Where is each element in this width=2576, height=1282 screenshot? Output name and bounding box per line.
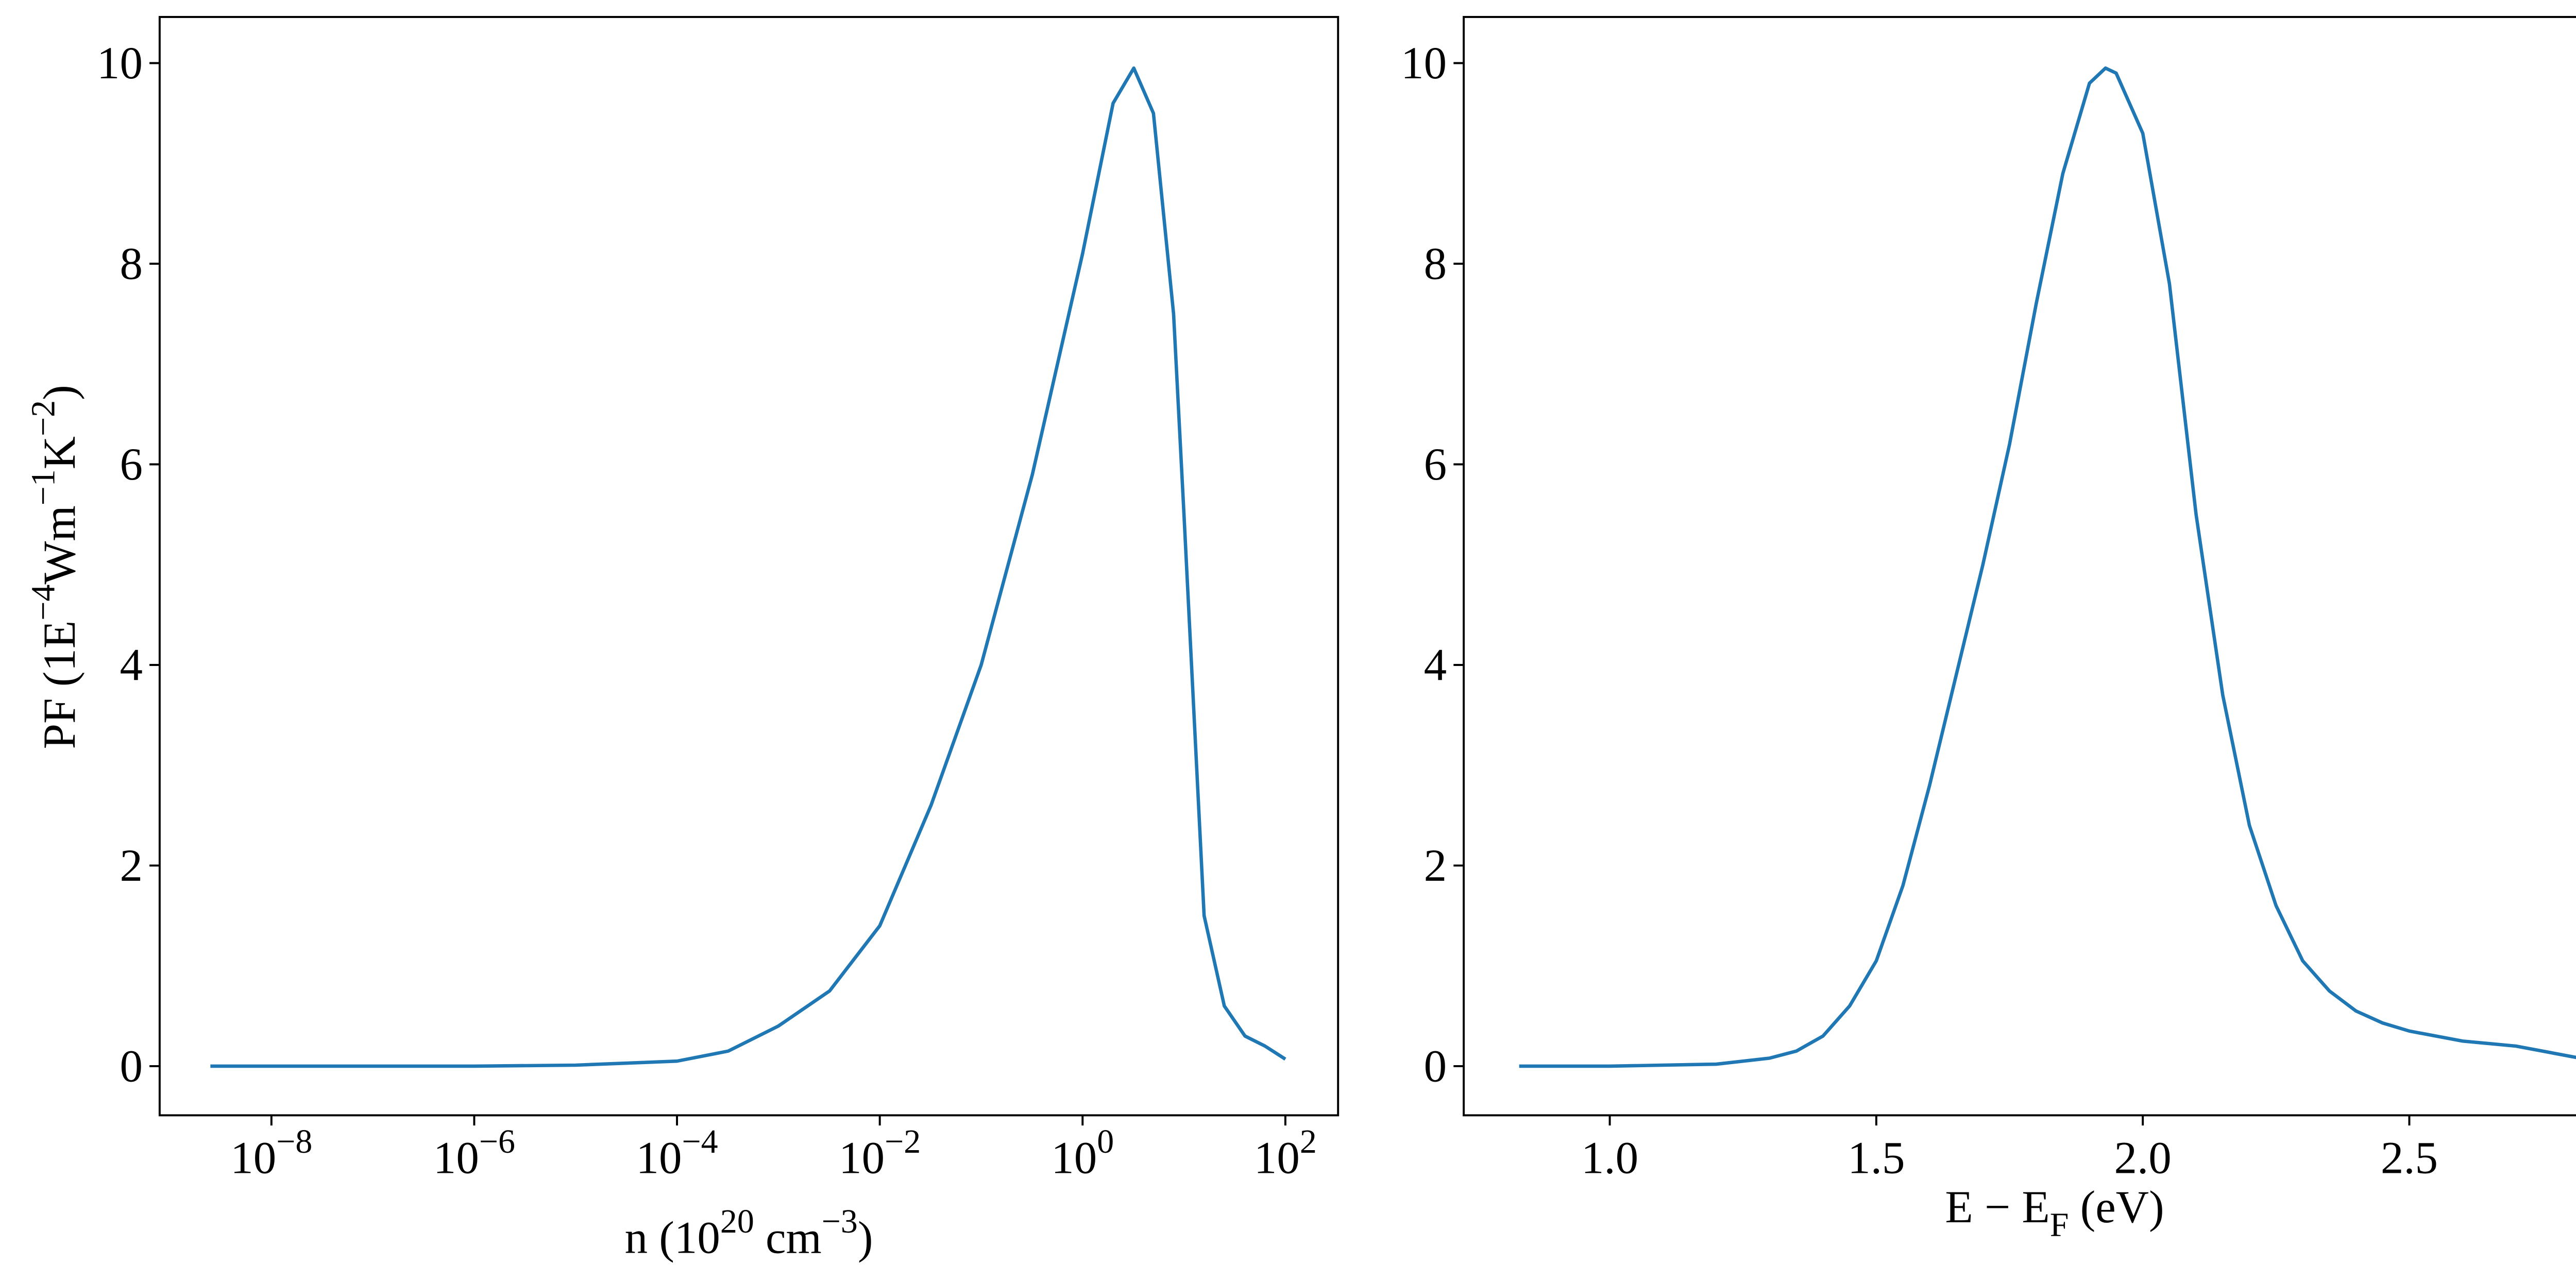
x-tick-label: 2.0	[2114, 1133, 2172, 1183]
y-tick-label: 10	[97, 38, 143, 89]
x-tick-label: 10−4	[636, 1123, 718, 1184]
data-line	[210, 66, 1286, 1068]
label-part: Wm	[35, 505, 85, 584]
x-axis-label: E − EF (eV)	[1945, 1182, 2164, 1243]
y-tick-label: 4	[1424, 640, 1447, 691]
x-tick-label: 10−8	[230, 1123, 312, 1184]
tick-exponent: −4	[682, 1123, 718, 1160]
y-tick-label: 2	[120, 841, 142, 891]
tick-exponent: −6	[479, 1123, 515, 1160]
y-tick-label: 10	[1401, 38, 1447, 89]
y-tick-label: 8	[1424, 239, 1447, 289]
y-tick-label: 6	[120, 439, 142, 490]
label-sup: −3	[822, 1203, 858, 1240]
x-tick-label: 1.5	[1848, 1133, 1905, 1183]
tick-exponent: −2	[885, 1123, 921, 1160]
tick-exponent: 0	[1097, 1123, 1114, 1160]
label-part: (eV)	[2069, 1182, 2164, 1233]
label-part: K	[35, 436, 85, 469]
label-part: )	[35, 385, 85, 400]
y-tick-label: 2	[1424, 841, 1447, 891]
tick-base: 10	[1254, 1133, 1300, 1183]
x-tick-label: 10−6	[433, 1123, 515, 1184]
y-tick-label: 8	[120, 239, 142, 289]
label-part: n (10	[625, 1212, 720, 1263]
x-tick-label: 100	[1051, 1123, 1114, 1184]
data-line	[1519, 66, 2576, 1068]
label-part: PF (1E	[35, 621, 85, 749]
label-sup: 20	[720, 1203, 754, 1240]
label-sup: −2	[25, 400, 62, 436]
label-part: )	[858, 1212, 873, 1263]
y-tick-label: 0	[1424, 1041, 1447, 1092]
label-sub: F	[2050, 1206, 2069, 1243]
plot-frame	[158, 15, 1340, 1117]
label-sup: −1	[25, 469, 62, 505]
label-part: E − E	[1945, 1182, 2049, 1233]
tick-exponent: 2	[1300, 1123, 1317, 1160]
label-part: cm	[754, 1212, 822, 1263]
tick-base: 10	[839, 1133, 885, 1183]
x-axis-label: n (1020 cm−3)	[625, 1203, 873, 1263]
x-tick-label: 10−2	[839, 1123, 921, 1184]
tick-exponent: −8	[276, 1123, 312, 1160]
label-sup: −4	[25, 585, 62, 621]
y-tick-label: 4	[120, 640, 142, 691]
plot-frame	[1463, 15, 2576, 1117]
tick-base: 10	[1051, 1133, 1097, 1183]
x-tick-label: 1.0	[1581, 1133, 1638, 1183]
tick-base: 10	[433, 1133, 479, 1183]
tick-base: 10	[230, 1133, 276, 1183]
y-tick-label: 0	[120, 1041, 142, 1092]
tick-base: 10	[636, 1133, 682, 1183]
y-axis-label: PF (1E−4Wm−1K−2)	[25, 385, 86, 749]
y-tick-label: 6	[1424, 439, 1447, 490]
x-tick-label: 2.5	[2381, 1133, 2438, 1183]
x-tick-label: 102	[1254, 1123, 1317, 1184]
